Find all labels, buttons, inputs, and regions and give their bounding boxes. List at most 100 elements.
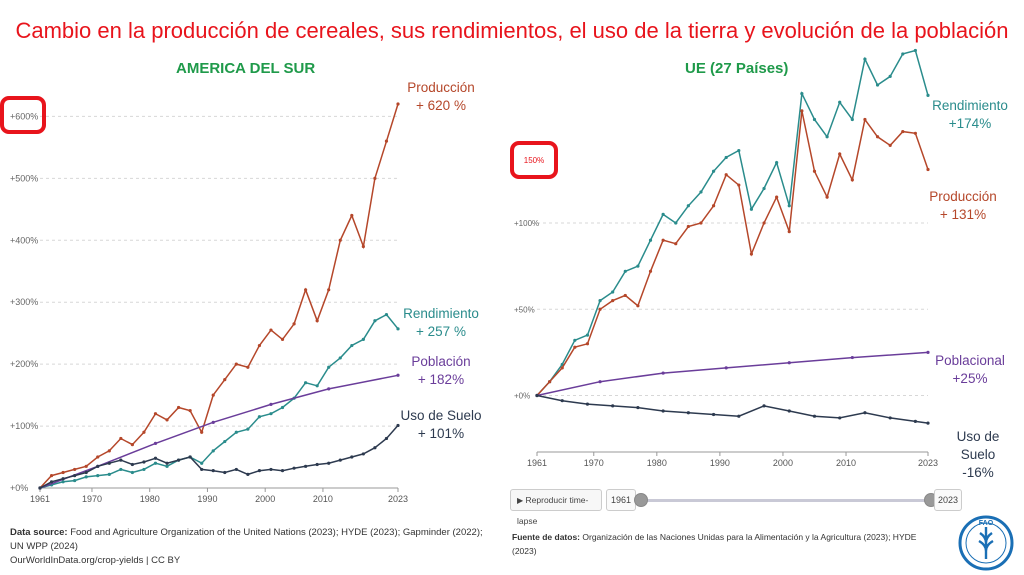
data-point [812, 169, 817, 173]
data-point [762, 404, 766, 408]
data-point [292, 466, 296, 470]
data-point [269, 412, 273, 416]
x-tick-label: 1980 [647, 458, 667, 468]
fao-logo: FAO [958, 515, 1014, 571]
data-point [724, 155, 728, 160]
data-point [749, 207, 754, 211]
data-point [361, 452, 365, 456]
data-point [737, 183, 741, 187]
x-tick-label: 2023 [918, 458, 938, 468]
x-tick-label: 1961 [527, 458, 547, 468]
source-label: Fuente de datos: [512, 532, 581, 542]
x-tick-label: 1970 [584, 458, 604, 468]
data-point [926, 421, 930, 425]
x-tick-label: 1980 [140, 494, 160, 504]
data-point [107, 449, 111, 453]
data-point [165, 418, 169, 422]
source-url[interactable]: OurWorldInData.org/crop-yields | CC BY [10, 555, 181, 566]
series-label: + 620 % [416, 98, 466, 113]
data-point [84, 470, 88, 475]
play-timelapse-button[interactable]: ▶ Reproducir time-lapse [510, 489, 602, 526]
data-point [327, 461, 331, 465]
chart-title-south-america: AMERICA DEL SUR [176, 60, 316, 77]
data-point [73, 474, 77, 478]
data-point [838, 416, 842, 420]
data-point [812, 414, 817, 418]
series-label: Suelo [961, 447, 996, 462]
data-point [142, 467, 146, 472]
data-point [800, 92, 804, 96]
data-point [280, 337, 285, 341]
data-point [188, 408, 192, 413]
data-point [913, 131, 917, 135]
data-point [611, 299, 615, 303]
data-point [153, 456, 158, 460]
data-point [61, 480, 65, 484]
data-point [699, 221, 703, 225]
y-tick-label: +50% [514, 305, 535, 314]
data-point [315, 384, 319, 388]
data-point [611, 290, 615, 294]
data-point [142, 430, 146, 434]
play-timelapse-label: Reproducir time-lapse [517, 495, 589, 526]
series-line-producción [536, 110, 929, 397]
data-point [737, 414, 741, 418]
series-line-uso-de-suelo [536, 394, 929, 424]
data-point [384, 312, 389, 317]
data-point [153, 412, 158, 416]
data-point [711, 412, 716, 417]
data-point [762, 186, 766, 191]
data-point [107, 472, 111, 476]
data-point [787, 230, 791, 234]
data-point [875, 135, 880, 139]
series-label: + 182% [418, 372, 464, 387]
data-point [269, 328, 273, 332]
highlight-box [510, 141, 558, 179]
chart-1: +0% +50% +100% 1961 1970 1980 1990 2000 2010 2023… [510, 48, 1008, 480]
data-point [142, 460, 146, 464]
data-point [280, 469, 285, 473]
data-point [153, 461, 158, 465]
data-point [200, 461, 204, 465]
play-icon: ▶ [517, 496, 524, 505]
slider-start-year: 1961 [606, 489, 636, 511]
data-point [585, 402, 590, 406]
data-point [96, 455, 100, 459]
data-point [304, 288, 308, 292]
data-point [850, 178, 854, 182]
data-point [338, 458, 342, 462]
data-point [327, 365, 331, 369]
data-point [674, 221, 678, 225]
data-point [246, 472, 250, 476]
data-point [812, 117, 817, 122]
slider-track[interactable] [640, 499, 932, 502]
data-point [361, 337, 365, 341]
data-point [560, 399, 564, 403]
data-point [775, 195, 779, 199]
data-point [787, 204, 791, 208]
page-title: Cambio en la producción de cereales, sus… [15, 18, 1009, 43]
timelapse-controls: ▶ Reproducir time-lapse 1961 2023 [510, 489, 962, 526]
data-point [787, 409, 791, 413]
data-point [96, 474, 100, 478]
data-point [598, 307, 602, 311]
data-point [863, 57, 867, 61]
data-point [611, 404, 615, 408]
data-point [73, 478, 77, 483]
slider-start-handle[interactable] [634, 493, 648, 507]
data-point [888, 416, 892, 420]
data-point [211, 393, 215, 397]
data-point [200, 430, 204, 434]
data-point [598, 299, 602, 303]
data-point [711, 204, 716, 208]
series-label: Rendimiento [403, 306, 479, 321]
chart-title-eu: UE (27 Países) [685, 60, 789, 77]
x-tick-label: 1970 [82, 494, 102, 504]
series-label: Rendimiento [932, 98, 1008, 113]
data-point [699, 190, 703, 194]
x-tick-label: 2010 [313, 494, 333, 504]
data-point [560, 366, 564, 370]
series-line-rendimiento [536, 49, 929, 397]
data-point [107, 461, 111, 465]
data-point [361, 244, 365, 249]
